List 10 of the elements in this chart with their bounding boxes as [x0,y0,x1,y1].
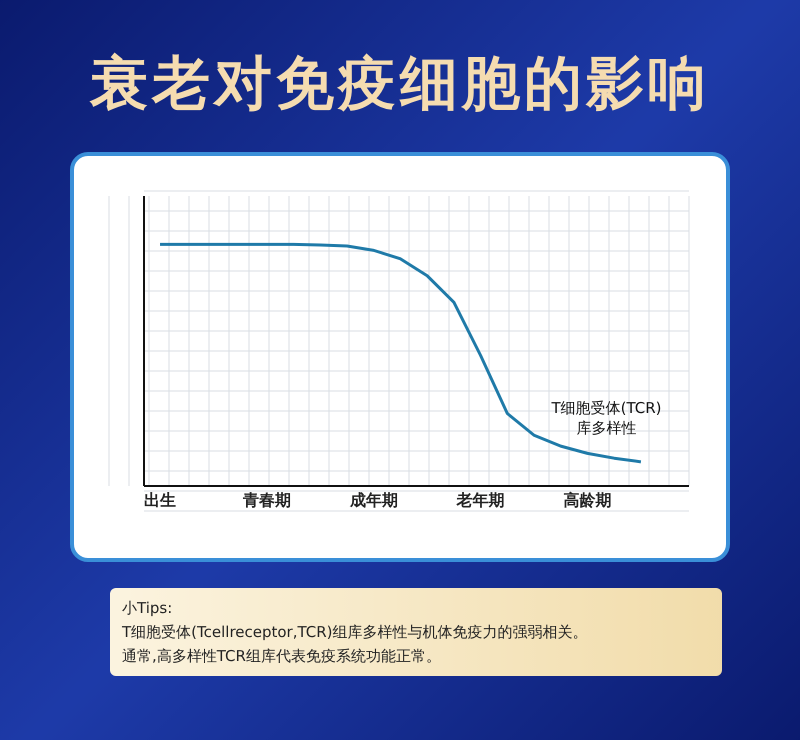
text: T细胞受体(Tcellreceptor,TCR)组库多样性与机体免疫力的强弱相关。 [122,622,589,643]
text: 小Tips: [122,598,174,619]
x-tick-label: 高龄期 [563,490,612,510]
x-tick-label: 出生 [144,490,176,510]
series-label: T细胞受体(TCR)库多样性 [550,398,663,438]
x-tick-label: 成年期 [348,490,398,510]
text: 通常,高多样性TCR组库代表免疫系统功能正常。 [122,646,442,667]
x-tick-label: 青春期 [242,490,291,510]
x-tick-label: 老年期 [456,490,505,510]
chart-title: 衰老对免疫细胞的影响 [88,48,711,119]
